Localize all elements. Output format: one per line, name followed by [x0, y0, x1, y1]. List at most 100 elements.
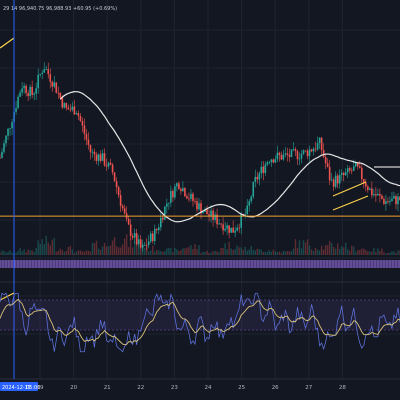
volume-bar [377, 248, 379, 255]
candle-body [23, 85, 25, 89]
candle-body [302, 150, 305, 154]
volume-bar [27, 249, 29, 255]
candle-body [153, 229, 156, 241]
candle-body [97, 154, 100, 161]
candle-body [348, 168, 351, 171]
volume-bar [276, 251, 279, 255]
date-tick-label: 25 [238, 385, 245, 391]
candle-body [37, 74, 39, 89]
volume-bar [296, 247, 299, 255]
candle-body [250, 196, 253, 202]
volume-bar [345, 242, 347, 255]
volume-bar [204, 251, 206, 255]
candle-body [280, 155, 283, 160]
candle-body [43, 69, 46, 73]
volume-bar [21, 251, 23, 255]
candle-body [270, 159, 273, 163]
candle-body [155, 229, 158, 231]
candle-body [276, 152, 279, 160]
candle-body [151, 233, 154, 241]
candle-body [330, 179, 333, 181]
candle-body [190, 193, 192, 199]
volume-bar [15, 252, 17, 255]
candle-body [358, 166, 361, 168]
candle-body [15, 108, 17, 112]
candle-body [352, 166, 355, 171]
volume-bar [355, 251, 357, 255]
volume-bar [53, 237, 55, 255]
candle-body [192, 193, 194, 201]
candle-body [377, 193, 379, 196]
volume-bar [228, 241, 230, 255]
candle-body [149, 233, 152, 242]
volume-bar [188, 246, 190, 255]
candle-body [266, 162, 269, 165]
candle-body [212, 210, 214, 220]
volume-bar [198, 245, 200, 255]
candle-body [262, 166, 265, 173]
candle-body [93, 151, 96, 155]
volume-bar [23, 249, 25, 255]
candle-body [59, 92, 62, 98]
candle-body [218, 223, 220, 225]
candle-body [21, 88, 23, 93]
candle-body [121, 205, 124, 209]
volume-bar [294, 239, 297, 255]
date-tick-label: 28 [339, 385, 346, 391]
candle-body [7, 128, 9, 136]
candle-body [180, 188, 182, 192]
volume-bar [85, 250, 88, 255]
volume-bar [81, 251, 84, 255]
volume-bar [264, 251, 267, 255]
candle-body [145, 244, 148, 246]
candle-body [91, 151, 94, 153]
volume-bar [75, 251, 78, 255]
volume-bar [113, 237, 116, 255]
volume-bar [244, 246, 246, 255]
candle-body [131, 235, 134, 238]
candle-body [133, 233, 136, 238]
candle-body [172, 190, 174, 198]
candle-body [272, 159, 275, 163]
volume-bar [306, 239, 309, 255]
candle-body [170, 190, 172, 203]
candle-body [260, 166, 263, 174]
candle-body [334, 175, 337, 187]
volume-bar [45, 235, 47, 255]
volume-bar [39, 244, 41, 255]
candle-body [69, 109, 72, 111]
candle-body [115, 181, 118, 188]
volume-bar [0, 252, 1, 255]
volume-bar [176, 249, 178, 255]
candle-body [344, 172, 347, 176]
volume-bar [280, 253, 283, 255]
candle-body [45, 69, 48, 70]
volume-bar [395, 253, 397, 255]
candle-body [184, 188, 186, 197]
candle-body [393, 196, 395, 199]
candle-body [17, 96, 19, 109]
volume-bar [111, 240, 114, 255]
candle-body [308, 149, 311, 157]
candle-body [143, 244, 146, 246]
candle-body [3, 143, 5, 152]
candle-body [5, 135, 7, 144]
ohlc-readout: 29 14 96,940.75 96,988.93 +60.95 (+0.69%… [3, 6, 117, 12]
volume-bar [226, 249, 228, 255]
candle-body [188, 198, 190, 200]
volume-bar [214, 250, 216, 255]
volume-bar [95, 240, 98, 255]
volume-bar [300, 248, 303, 255]
candle-body [288, 154, 291, 157]
candle-body [238, 227, 240, 229]
candle-body [137, 239, 140, 245]
date-tick-label: 27 [305, 385, 312, 391]
volume-bar [286, 251, 289, 255]
candle-body [81, 121, 84, 126]
volume-bar [77, 250, 80, 255]
candle-body [55, 82, 58, 93]
volume-bar [272, 249, 275, 255]
